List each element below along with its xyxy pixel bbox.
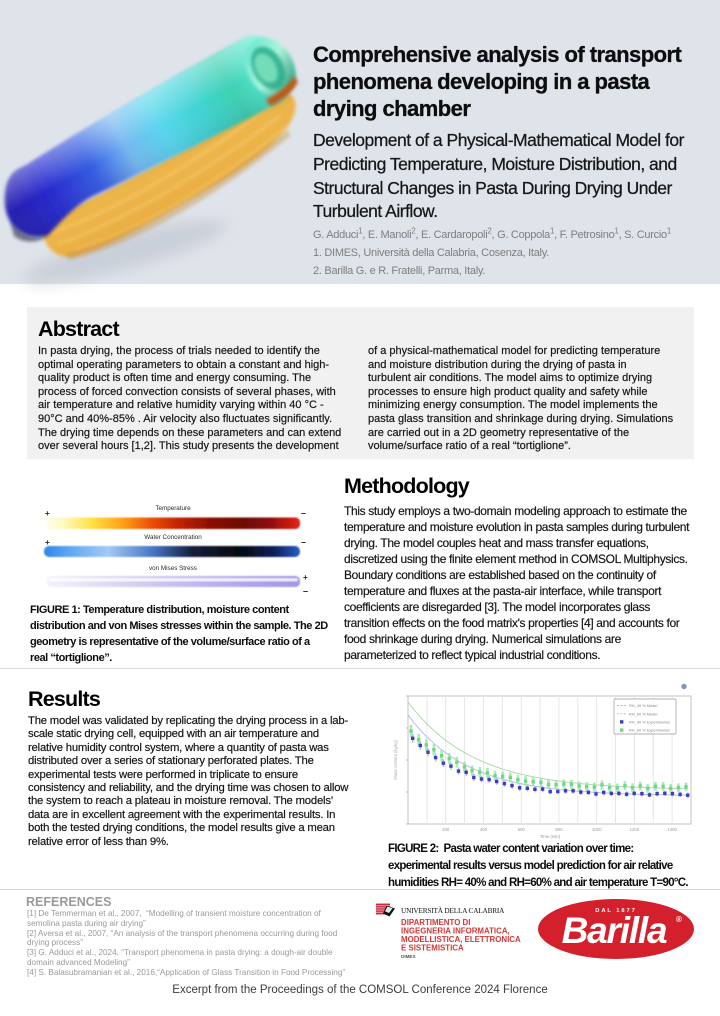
svg-text:Water content (kg/kg): Water content (kg/kg) [393,739,398,779]
svg-text:–: – [301,508,306,518]
svg-text:1400: 1400 [667,827,677,832]
svg-text:DIMES: DIMES [401,954,416,959]
svg-text:RH_40 % Experimental: RH_40 % Experimental [629,720,670,725]
svg-text:MODELLISTICA, ELETTRONICA: MODELLISTICA, ELETTRONICA [401,935,521,944]
svg-text:RH_60 % Model: RH_60 % Model [629,711,657,716]
svg-text:von Mises Stress: von Mises Stress [149,565,197,572]
svg-text:INGEGNERIA INFORMATICA,: INGEGNERIA INFORMATICA, [401,927,510,936]
svg-text:RH_60 % Experimental: RH_60 % Experimental [629,728,670,733]
svg-text:400: 400 [480,827,488,832]
svg-text:Time (min): Time (min) [540,834,561,839]
svg-text:200: 200 [442,827,450,832]
svg-text:+: + [303,573,308,582]
svg-text:®: ® [676,915,682,924]
svg-text:DIPARTIMENTO DI: DIPARTIMENTO DI [401,918,470,927]
svg-text:600: 600 [518,827,526,832]
svg-text:–: – [303,586,308,596]
svg-text:800: 800 [555,827,563,832]
svg-text:1200: 1200 [630,827,640,832]
svg-text:DAL 1877: DAL 1877 [595,908,637,914]
svg-text:1000: 1000 [592,827,602,832]
svg-text:RH_40 % Model: RH_40 % Model [629,703,657,708]
svg-text:+: + [45,509,50,518]
svg-text:Barilla: Barilla [562,910,667,951]
svg-text:Temperature: Temperature [155,505,191,512]
svg-text:E SISTEMISTICA: E SISTEMISTICA [401,944,464,953]
svg-text:–: – [301,537,306,547]
svg-text:UNIVERSITÀ DELLA CALABRIA: UNIVERSITÀ DELLA CALABRIA [401,905,505,915]
svg-text:+: + [45,538,50,547]
svg-text:Water Concentration: Water Concentration [144,534,202,541]
